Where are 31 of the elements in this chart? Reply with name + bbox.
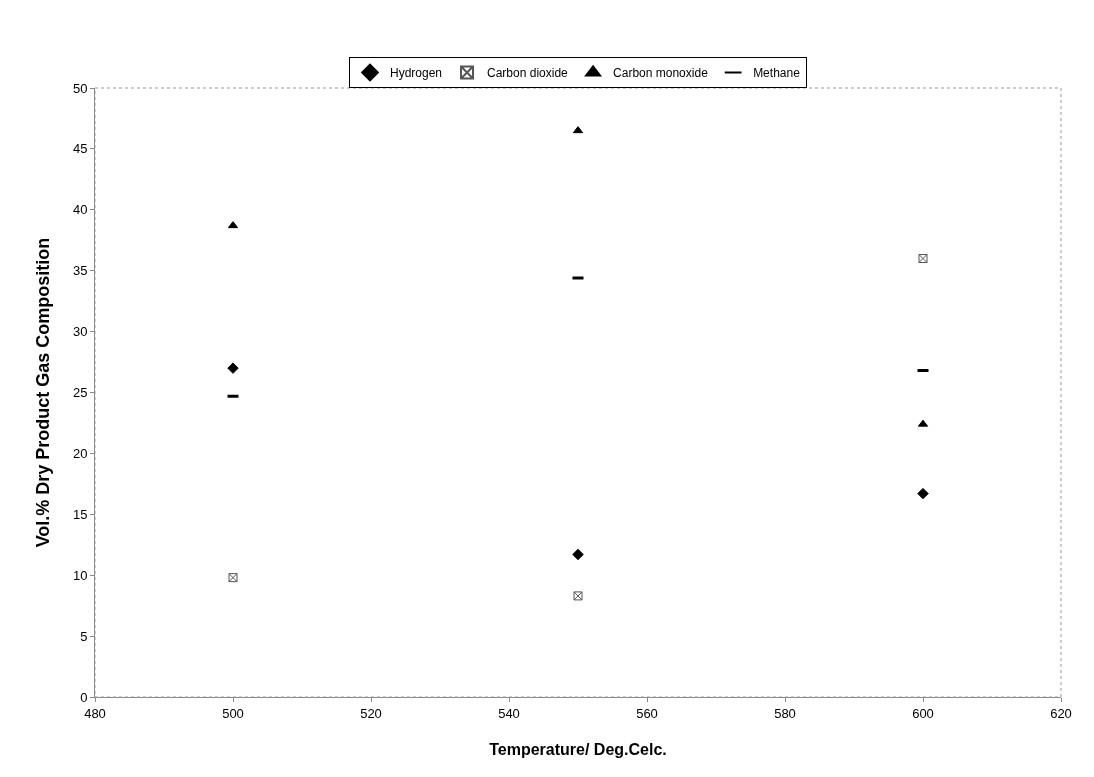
x-tick-label: 600 (912, 705, 934, 721)
y-tick-label: 35 (72, 263, 88, 279)
y-tick-label: 20 (72, 445, 88, 461)
x-tick-label: 500 (222, 705, 244, 721)
y-tick-label: 50 (72, 80, 88, 96)
x-tick-label: 560 (636, 705, 658, 721)
y-tick-label: 25 (72, 385, 88, 401)
legend-label: Carbon dioxide (487, 66, 569, 81)
x-axis-title: Temperature/ Deg.Celc. (489, 741, 667, 758)
y-tick-label: 45 (72, 141, 88, 157)
legend-label: Methane (753, 66, 801, 81)
y-tick-label: 0 (80, 689, 88, 705)
y-tick-label: 40 (72, 202, 88, 218)
x-tick-label: 620 (1050, 705, 1072, 721)
x-tick-label: 540 (498, 705, 520, 721)
point (918, 254, 928, 264)
y-tick-label: 5 (80, 628, 88, 644)
point (227, 362, 239, 374)
y-tick-label: 30 (72, 324, 88, 340)
x-tick-label: 480 (84, 705, 106, 721)
y-axis-title: Vol.% Dry Product Gas Composition (33, 237, 53, 548)
point (228, 573, 238, 583)
y-tick-label: 15 (72, 506, 88, 522)
point (917, 487, 929, 500)
point (573, 591, 583, 601)
legend-label: Hydrogen (390, 66, 443, 81)
x-tick-label: 580 (774, 705, 796, 721)
y-tick-label: 10 (72, 567, 88, 583)
x-tick-label: 520 (360, 705, 382, 721)
point (572, 548, 584, 561)
legend-label: Carbon monoxide (613, 66, 709, 81)
